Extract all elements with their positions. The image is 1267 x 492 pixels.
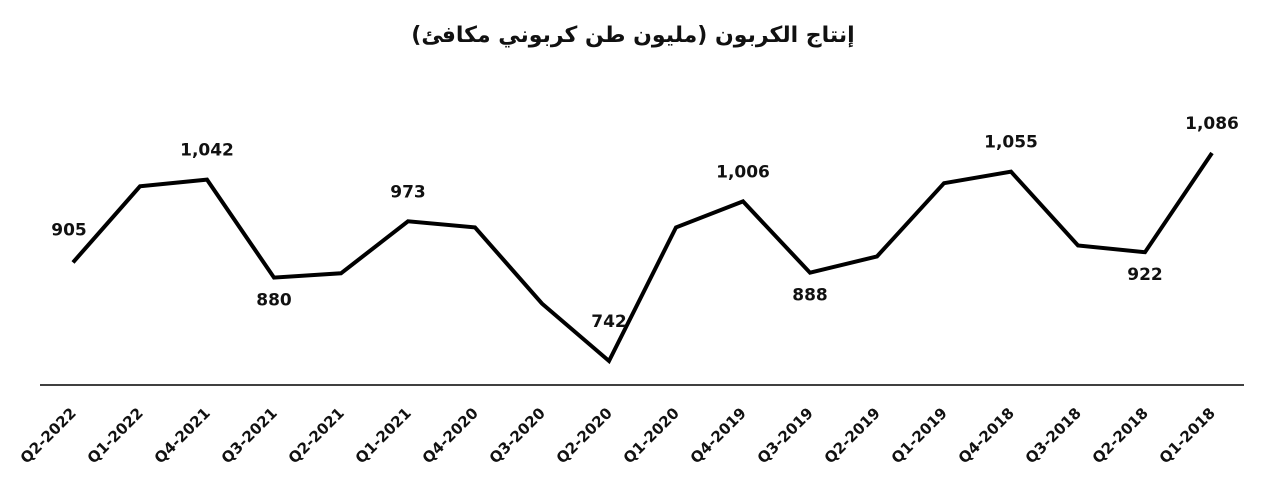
x-tick-label: Q1-2021 [352,404,415,467]
x-tick-label: Q3-2021 [218,404,281,467]
x-tick-label: Q2-2018 [1089,404,1152,467]
data-label: 1,086 [1185,114,1239,134]
x-tick-label: Q1-2018 [1156,404,1219,467]
x-tick-label: Q4-2021 [151,404,214,467]
x-tick-label: Q3-2019 [754,404,817,467]
data-label: 1,042 [180,141,234,161]
data-label: 905 [51,220,87,240]
data-label: 1,055 [984,133,1038,153]
data-label: 888 [792,286,828,306]
x-tick-label: Q3-2018 [1022,404,1085,467]
x-tick-label: Q1-2022 [84,404,147,467]
data-label: 880 [256,291,292,311]
x-tick-label: Q2-2020 [553,404,616,467]
data-label: 973 [390,182,426,202]
line [71,151,1214,365]
data-label: 1,006 [716,162,770,182]
data-label: 742 [591,312,627,332]
x-tick-label: Q1-2019 [888,404,951,467]
x-tick-label: Q4-2020 [419,404,482,467]
x-tick-label: Q1-2020 [620,404,683,467]
x-tick-label: Q2-2022 [17,404,80,467]
x-tick-label: Q4-2019 [687,404,750,467]
x-tick-label: Q2-2019 [821,404,884,467]
data-label: 922 [1127,265,1163,285]
chart-title: إنتاج الكربون (مليون طن كربوني مكافئ) [411,23,854,48]
x-tick-label: Q3-2020 [486,404,549,467]
x-tick-label: Q4-2018 [955,404,1018,467]
x-tick-label: Q2-2021 [285,404,348,467]
